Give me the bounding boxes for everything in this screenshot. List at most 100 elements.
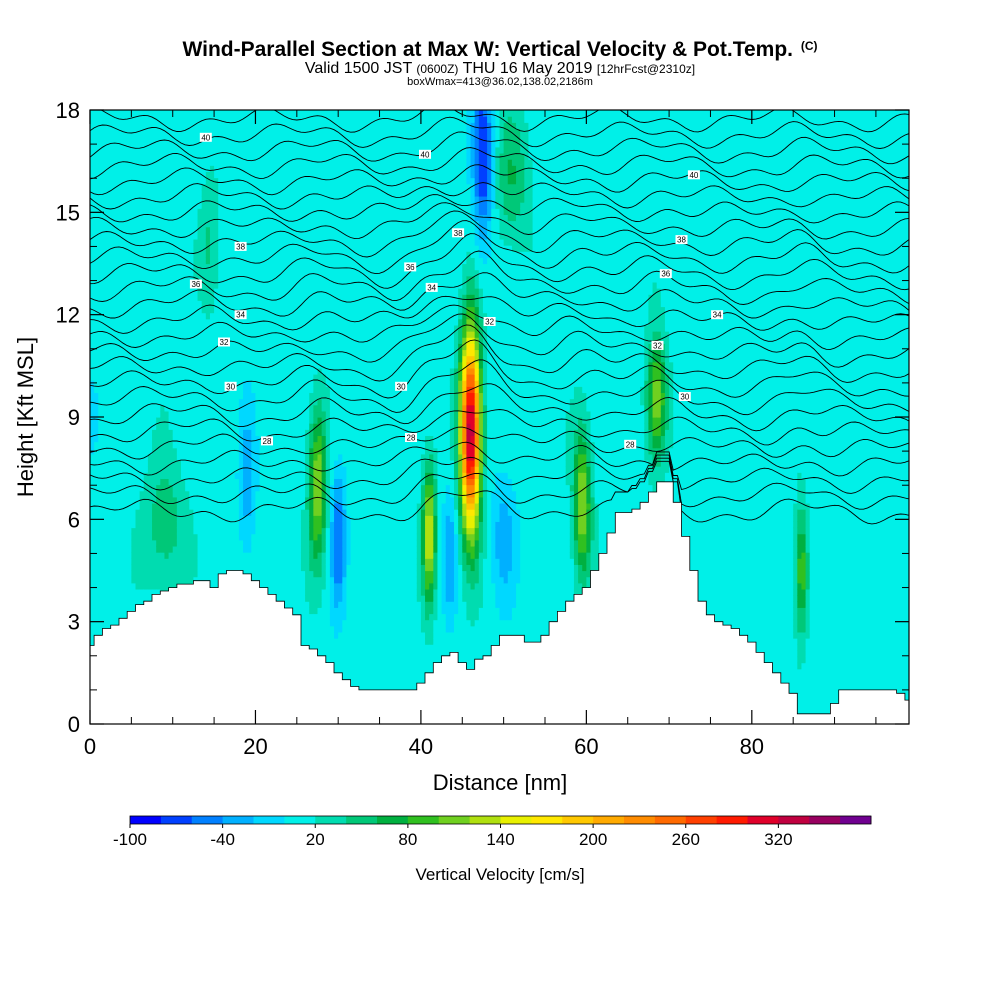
w-cell	[127, 189, 132, 197]
w-cell	[189, 478, 195, 486]
w-cell	[222, 527, 228, 535]
w-cell	[135, 202, 141, 209]
w-cell	[110, 128, 116, 136]
w-cell	[251, 165, 257, 172]
w-cell	[218, 484, 223, 492]
w-cell	[222, 552, 228, 559]
w-cell	[272, 423, 277, 430]
w-cell	[94, 478, 99, 486]
w-cell	[185, 159, 190, 166]
w-cell	[118, 238, 124, 246]
w-cell	[292, 478, 298, 486]
w-cell	[160, 417, 166, 424]
w-cell	[255, 570, 261, 578]
w-cell	[172, 159, 178, 166]
w-cell	[222, 558, 228, 565]
w-cell	[98, 570, 104, 578]
w-cell	[201, 245, 207, 252]
w-cell	[164, 435, 170, 443]
w-cell	[292, 539, 298, 547]
w-cell	[139, 214, 145, 222]
w-cell	[135, 392, 141, 400]
w-cell	[176, 521, 182, 529]
w-cell	[160, 502, 166, 510]
w-cell	[147, 324, 153, 332]
w-cell	[131, 245, 137, 252]
w-cell	[185, 552, 190, 559]
w-cell	[106, 189, 112, 197]
w-cell	[131, 502, 137, 510]
w-cell	[238, 496, 244, 504]
w-cell	[201, 441, 207, 449]
w-cell	[106, 374, 112, 381]
w-cell	[127, 558, 132, 565]
w-cell	[209, 539, 215, 547]
w-cell	[98, 619, 104, 627]
w-cell	[94, 300, 99, 308]
w-cell	[98, 552, 104, 559]
w-cell	[118, 478, 124, 486]
w-cell	[160, 208, 166, 215]
w-cell	[201, 386, 207, 394]
w-cell	[90, 582, 95, 590]
w-cell	[263, 269, 269, 277]
w-cell	[106, 226, 112, 234]
w-cell	[193, 459, 199, 467]
w-cell	[160, 232, 166, 240]
w-cell	[172, 152, 178, 160]
w-cell	[168, 343, 174, 351]
w-cell	[152, 410, 157, 418]
w-cell	[185, 576, 190, 584]
w-cell	[172, 466, 178, 473]
w-cell	[123, 429, 128, 437]
w-cell	[135, 478, 141, 486]
w-cell	[267, 429, 273, 437]
w-cell	[118, 171, 124, 179]
w-cell	[123, 177, 128, 185]
w-cell	[152, 171, 157, 179]
w-cell	[181, 202, 186, 209]
w-cell	[259, 410, 265, 418]
w-cell	[168, 527, 174, 535]
chart-subtitle-box: boxWmax=413@36.02,138.02,2186m	[0, 76, 1000, 88]
w-cell	[127, 545, 132, 553]
w-cell	[135, 251, 141, 258]
w-cell	[176, 472, 182, 479]
w-cell	[238, 159, 244, 166]
w-cell	[102, 545, 108, 553]
w-cell	[209, 269, 215, 277]
w-cell	[135, 208, 141, 215]
w-cell	[280, 533, 286, 541]
w-cell	[214, 159, 219, 166]
w-cell	[214, 245, 219, 252]
w-cell	[118, 300, 124, 308]
w-cell	[189, 361, 195, 369]
w-cell	[139, 140, 145, 148]
w-cell	[197, 171, 203, 179]
w-cell	[106, 245, 112, 252]
w-cell	[255, 159, 261, 166]
w-cell	[131, 453, 137, 461]
w-cell	[205, 116, 211, 123]
w-cell	[98, 226, 104, 234]
w-cell	[251, 539, 257, 547]
w-cell	[238, 257, 244, 265]
w-cell	[218, 459, 223, 467]
w-cell	[131, 496, 137, 504]
w-cell	[90, 275, 95, 283]
w-cell	[168, 417, 174, 424]
w-cell	[214, 447, 219, 455]
w-cell	[288, 159, 294, 166]
w-cell	[152, 392, 157, 400]
w-cell	[209, 183, 215, 191]
w-cell	[288, 116, 294, 123]
w-cell	[226, 195, 232, 203]
w-cell	[106, 128, 112, 136]
w-cell	[102, 146, 108, 154]
w-cell	[214, 539, 219, 547]
w-cell	[267, 232, 273, 240]
w-cell	[230, 122, 236, 130]
w-cell	[110, 226, 116, 234]
w-cell	[139, 380, 145, 387]
w-cell	[164, 208, 170, 215]
